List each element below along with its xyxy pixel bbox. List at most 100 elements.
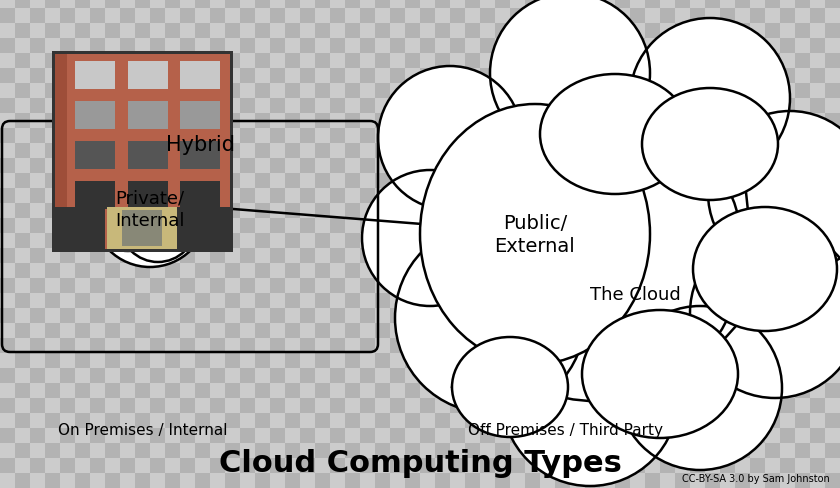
Bar [645,473,660,488]
Bar [240,353,255,368]
Bar [105,69,120,84]
Bar [195,324,210,338]
Bar [30,398,45,413]
Bar [435,159,450,174]
Bar [195,174,210,189]
Bar [690,324,705,338]
Bar [390,39,405,54]
Bar [600,293,615,308]
Bar [300,9,315,24]
Bar [195,69,210,84]
Bar [360,203,375,219]
Bar [345,428,360,443]
Bar [270,174,285,189]
Bar [75,338,90,353]
Bar [30,129,45,143]
Bar [600,129,615,143]
Bar [810,39,825,54]
Bar [165,338,180,353]
Bar [165,293,180,308]
Bar [570,129,585,143]
Bar [270,234,285,248]
Bar [645,264,660,279]
Bar [240,264,255,279]
Bar [255,84,270,99]
Bar [810,353,825,368]
Bar [600,54,615,69]
Bar [630,99,645,114]
Bar [420,324,435,338]
Bar [720,413,735,428]
Bar [435,39,450,54]
Bar [30,264,45,279]
Bar [750,203,765,219]
Bar [420,293,435,308]
Bar [405,84,420,99]
Bar [495,84,510,99]
Bar [675,203,690,219]
Bar [735,308,750,324]
Circle shape [449,108,741,399]
Bar [0,39,15,54]
Bar [315,84,330,99]
Bar [660,219,675,234]
Bar [705,353,720,368]
Bar [420,458,435,473]
Bar [690,458,705,473]
Bar [300,248,315,264]
Bar [135,99,150,114]
Bar [705,293,720,308]
Bar [540,159,555,174]
Bar [540,293,555,308]
Bar [600,248,615,264]
Text: Hybrid: Hybrid [165,135,234,155]
Bar [585,368,600,383]
Bar [750,338,765,353]
Bar [510,234,525,248]
Bar [360,248,375,264]
Bar [510,324,525,338]
Bar [555,99,570,114]
Bar [645,308,660,324]
Bar [285,129,300,143]
Bar [615,458,630,473]
Bar [360,114,375,129]
Bar [420,174,435,189]
Bar [360,413,375,428]
Bar [165,458,180,473]
Bar [195,368,210,383]
Bar [120,264,135,279]
Bar [315,248,330,264]
Circle shape [120,186,196,263]
Bar [45,0,60,9]
Bar [180,324,195,338]
Bar [645,39,660,54]
Bar [735,99,750,114]
Bar [240,293,255,308]
Bar [390,203,405,219]
Circle shape [160,143,210,192]
Bar [30,9,45,24]
Bar [810,219,825,234]
Bar [675,368,690,383]
Bar [810,203,825,219]
Bar [180,219,195,234]
Bar [765,383,780,398]
Bar [735,428,750,443]
Bar [570,39,585,54]
Bar [90,338,105,353]
Bar [720,99,735,114]
Bar [690,353,705,368]
Bar [90,189,105,203]
Bar [645,9,660,24]
Bar [795,308,810,324]
Bar [780,234,795,248]
Bar [135,24,150,39]
Bar [195,443,210,458]
Bar [270,203,285,219]
Bar [375,129,390,143]
Bar [285,174,300,189]
Bar [825,264,840,279]
Bar [390,264,405,279]
Bar [735,293,750,308]
